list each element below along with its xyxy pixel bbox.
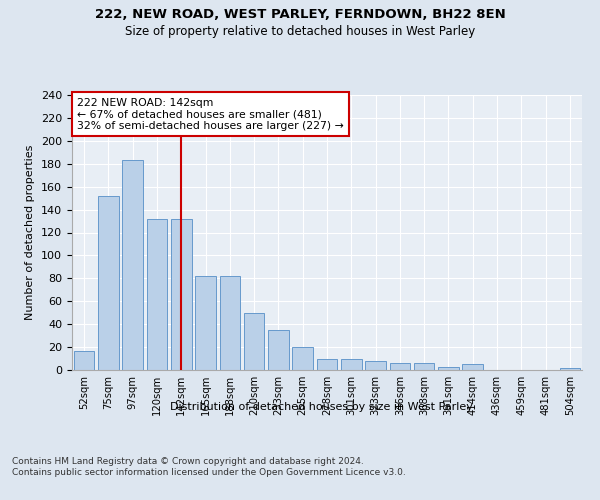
Bar xyxy=(292,347,313,370)
Text: Distribution of detached houses by size in West Parley: Distribution of detached houses by size … xyxy=(170,402,472,412)
Bar xyxy=(74,350,94,370)
Text: Size of property relative to detached houses in West Parley: Size of property relative to detached ho… xyxy=(125,25,475,38)
Bar xyxy=(244,312,265,370)
Bar xyxy=(389,363,410,370)
Bar xyxy=(195,276,216,370)
Bar xyxy=(220,276,240,370)
Bar xyxy=(268,330,289,370)
Bar xyxy=(560,368,580,370)
Text: 222, NEW ROAD, WEST PARLEY, FERNDOWN, BH22 8EN: 222, NEW ROAD, WEST PARLEY, FERNDOWN, BH… xyxy=(95,8,505,20)
Text: 222 NEW ROAD: 142sqm
← 67% of detached houses are smaller (481)
32% of semi-deta: 222 NEW ROAD: 142sqm ← 67% of detached h… xyxy=(77,98,344,131)
Bar xyxy=(438,366,459,370)
Bar xyxy=(463,364,483,370)
Text: Contains HM Land Registry data © Crown copyright and database right 2024.
Contai: Contains HM Land Registry data © Crown c… xyxy=(12,458,406,477)
Bar xyxy=(122,160,143,370)
Bar xyxy=(171,219,191,370)
Bar xyxy=(317,358,337,370)
Bar xyxy=(98,196,119,370)
Bar xyxy=(341,358,362,370)
Bar xyxy=(414,363,434,370)
Bar xyxy=(365,361,386,370)
Y-axis label: Number of detached properties: Number of detached properties xyxy=(25,145,35,320)
Bar xyxy=(146,219,167,370)
